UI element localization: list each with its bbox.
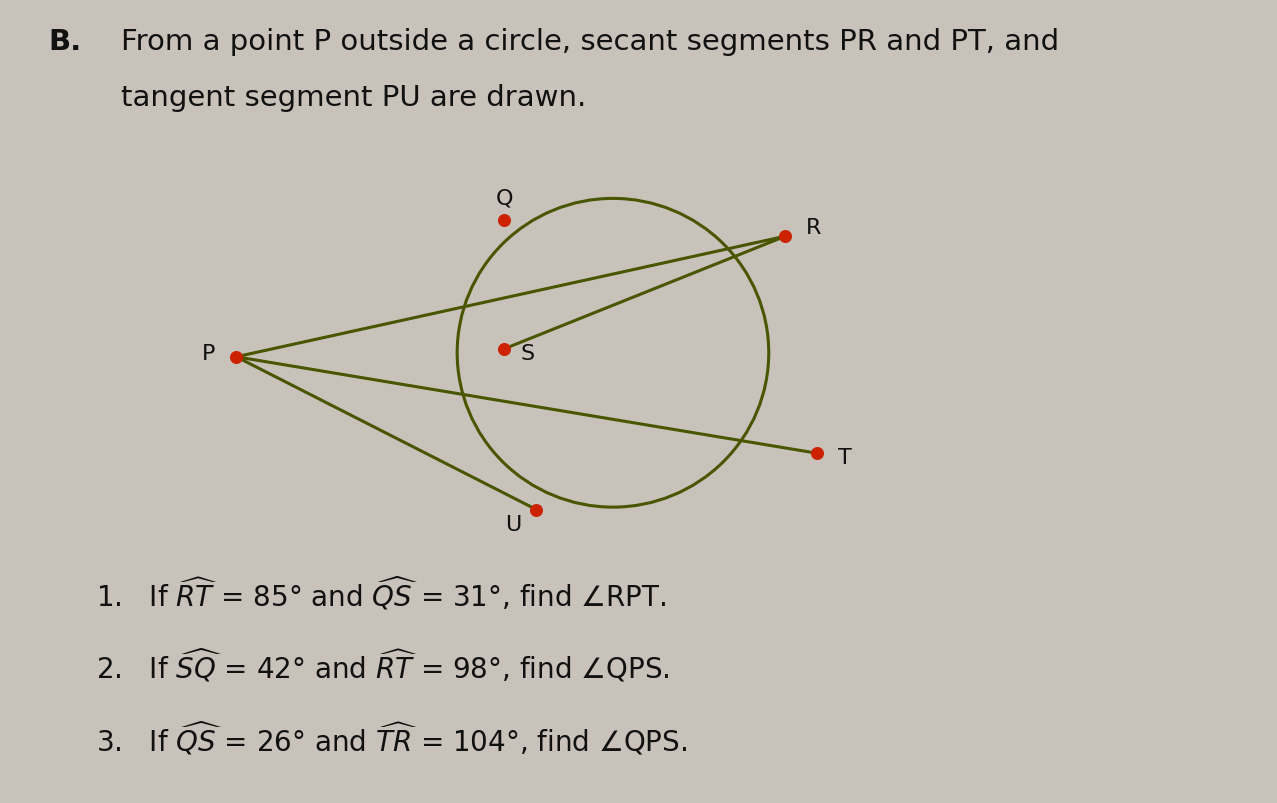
Text: S: S bbox=[520, 344, 535, 363]
Text: 2.   If $\widehat{SQ}$ = 42° and $\widehat{RT}$ = 98°, find ∠QPS.: 2. If $\widehat{SQ}$ = 42° and $\widehat… bbox=[96, 646, 669, 684]
Text: B.: B. bbox=[49, 28, 82, 56]
Text: tangent segment PU are drawn.: tangent segment PU are drawn. bbox=[121, 84, 586, 112]
Point bbox=[494, 343, 515, 356]
Text: P: P bbox=[202, 344, 215, 363]
Text: 1.   If $\widehat{RT}$ = 85° and $\widehat{QS}$ = 31°, find ∠RPT.: 1. If $\widehat{RT}$ = 85° and $\widehat… bbox=[96, 574, 667, 612]
Point bbox=[807, 447, 827, 460]
Point bbox=[226, 351, 246, 364]
Point bbox=[526, 503, 547, 516]
Point bbox=[775, 230, 796, 243]
Text: Q: Q bbox=[495, 189, 513, 208]
Point bbox=[494, 214, 515, 227]
Text: U: U bbox=[506, 515, 521, 534]
Text: R: R bbox=[806, 218, 821, 237]
Text: 3.   If $\widehat{QS}$ = 26° and $\widehat{TR}$ = 104°, find ∠QPS.: 3. If $\widehat{QS}$ = 26° and $\widehat… bbox=[96, 719, 687, 756]
Text: T: T bbox=[839, 448, 852, 467]
Text: From a point P outside a circle, secant segments PR and PT, and: From a point P outside a circle, secant … bbox=[121, 28, 1060, 56]
